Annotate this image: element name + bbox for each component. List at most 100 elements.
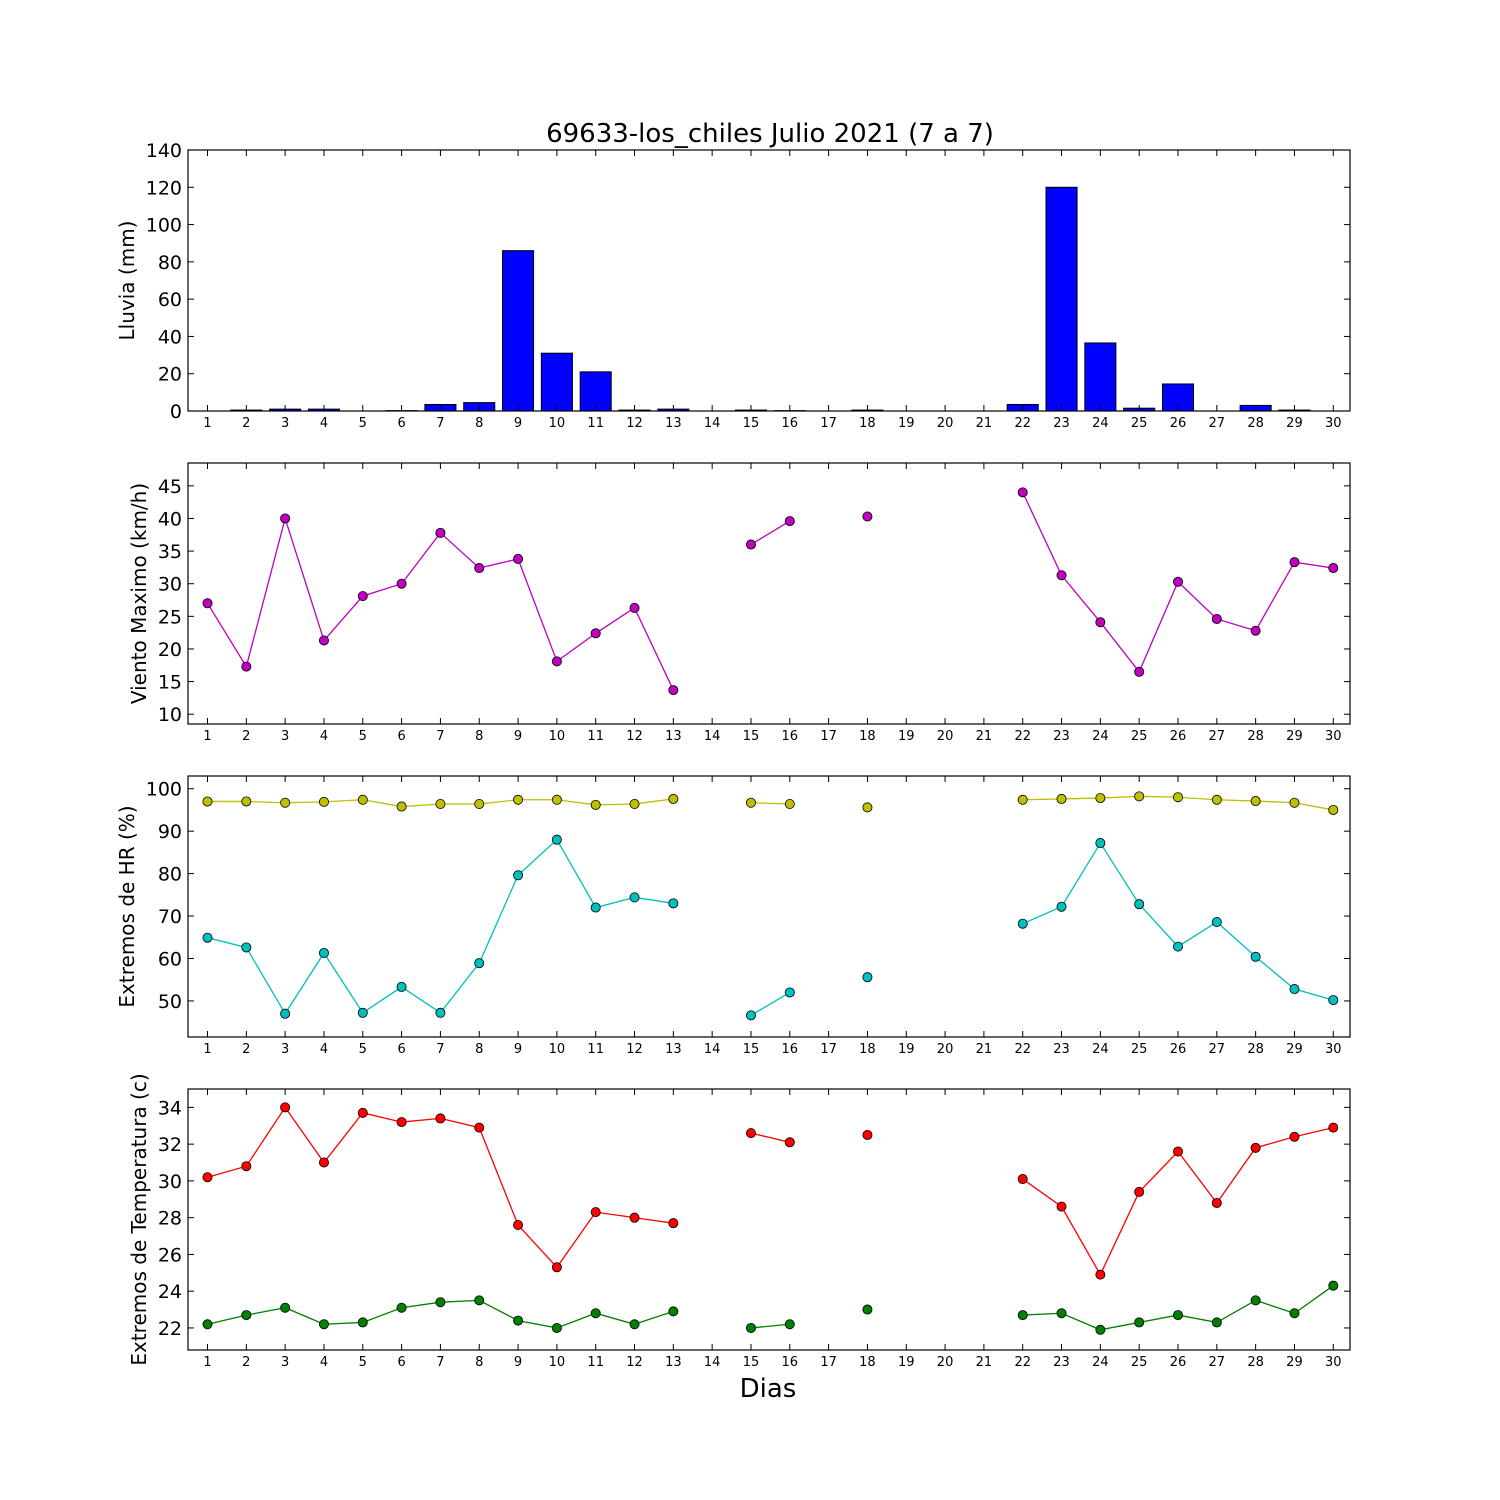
point-day-25 [1134, 791, 1145, 802]
xtick-label: 25 [1131, 1355, 1148, 1370]
ytick-label: 22 [158, 1318, 182, 1340]
series-1 [202, 791, 1339, 815]
y-axis-label: Viento Maximo (km/h) [127, 483, 151, 704]
point-day-24 [1095, 1269, 1106, 1280]
xtick-label: 22 [1014, 729, 1031, 744]
xtick-label: 7 [436, 416, 444, 431]
point-day-2 [241, 1310, 252, 1321]
xtick-label: 19 [898, 1355, 915, 1370]
ytick-label: 30 [158, 574, 182, 596]
xtick-label: 6 [397, 729, 405, 744]
xtick-label: 5 [359, 416, 367, 431]
series-line [750, 991, 791, 1016]
xtick-label: 1 [203, 729, 211, 744]
point-day-16 [784, 1137, 795, 1148]
series-line [750, 520, 791, 546]
point-day-11 [590, 1308, 601, 1319]
point-day-16 [784, 516, 795, 527]
ytick-label: 30 [158, 1171, 182, 1193]
point-day-9 [513, 553, 524, 564]
bar-day-23 [1045, 186, 1078, 412]
ytick-label: 120 [146, 177, 182, 199]
xtick-label: 14 [704, 1042, 721, 1057]
point-day-5 [357, 591, 368, 602]
xtick-label: 15 [743, 416, 760, 431]
point-day-23 [1056, 901, 1067, 912]
point-day-25 [1134, 1186, 1145, 1197]
xtick-label: 24 [1092, 729, 1109, 744]
point-day-26 [1173, 1146, 1184, 1157]
point-day-15 [745, 797, 756, 808]
point-day-25 [1134, 1317, 1145, 1328]
xtick-label: 15 [743, 729, 760, 744]
xtick-label: 1 [203, 1042, 211, 1057]
point-day-4 [318, 635, 329, 646]
ytick-label: 100 [146, 215, 182, 237]
xtick-label: 6 [397, 1355, 405, 1370]
xtick-label: 19 [898, 729, 915, 744]
xtick-label: 4 [320, 416, 328, 431]
xtick-label: 4 [320, 1355, 328, 1370]
xtick-label: 28 [1247, 729, 1264, 744]
point-day-29 [1289, 557, 1300, 568]
point-day-6 [396, 1117, 407, 1128]
point-day-29 [1289, 984, 1300, 995]
xtick-label: 18 [859, 416, 876, 431]
xtick-label: 18 [859, 1042, 876, 1057]
point-day-23 [1056, 793, 1067, 804]
point-day-4 [318, 1157, 329, 1168]
xtick-label: 5 [359, 1042, 367, 1057]
xtick-label: 13 [665, 1042, 682, 1057]
xtick-label: 4 [320, 1042, 328, 1057]
point-day-9 [513, 1315, 524, 1326]
xtick-label: 5 [359, 1355, 367, 1370]
point-day-4 [318, 947, 329, 958]
y-axis-label: Lluvia (mm) [115, 221, 139, 341]
point-day-22 [1017, 1174, 1028, 1185]
xtick-label: 25 [1131, 729, 1148, 744]
xtick-label: 1 [203, 416, 211, 431]
series-2 [202, 1280, 1339, 1335]
point-day-13 [668, 793, 679, 804]
bar-day-24 [1084, 342, 1117, 412]
point-day-3 [280, 1102, 291, 1113]
point-day-10 [551, 794, 562, 805]
xtick-label: 27 [1209, 1042, 1226, 1057]
ytick-label: 28 [158, 1208, 182, 1230]
y-axis-label: Extremos de Temperatura (c) [127, 1073, 151, 1365]
xtick-label: 30 [1325, 1355, 1342, 1370]
xtick-label: 27 [1209, 1355, 1226, 1370]
bar-day-9 [502, 250, 535, 412]
point-day-22 [1017, 487, 1028, 498]
bar-day-11 [579, 371, 612, 412]
xtick-label: 18 [859, 1355, 876, 1370]
point-day-8 [474, 563, 485, 574]
xtick-label: 3 [281, 1042, 289, 1057]
xtick-label: 16 [782, 1042, 799, 1057]
xtick-label: 7 [436, 1355, 444, 1370]
ytick-label: 80 [158, 252, 182, 274]
point-day-30 [1328, 804, 1339, 815]
plot-frame [187, 1088, 1351, 1351]
point-day-5 [357, 1007, 368, 1018]
point-day-3 [280, 1008, 291, 1019]
xtick-label: 12 [626, 416, 643, 431]
point-day-12 [629, 799, 640, 810]
xtick-label: 24 [1092, 1042, 1109, 1057]
point-day-12 [629, 602, 640, 613]
xtick-label: 26 [1170, 416, 1187, 431]
point-day-28 [1250, 625, 1261, 636]
xtick-label: 20 [937, 416, 954, 431]
point-day-30 [1328, 995, 1339, 1006]
xtick-label: 26 [1170, 1355, 1187, 1370]
series-line [207, 838, 674, 1015]
ytick-label: 45 [158, 476, 182, 498]
xtick-label: 16 [782, 416, 799, 431]
ytick-label: 32 [158, 1134, 182, 1156]
point-day-5 [357, 1107, 368, 1118]
point-day-9 [513, 870, 524, 881]
point-day-6 [396, 981, 407, 992]
point-day-8 [474, 958, 485, 969]
point-day-28 [1250, 796, 1261, 807]
